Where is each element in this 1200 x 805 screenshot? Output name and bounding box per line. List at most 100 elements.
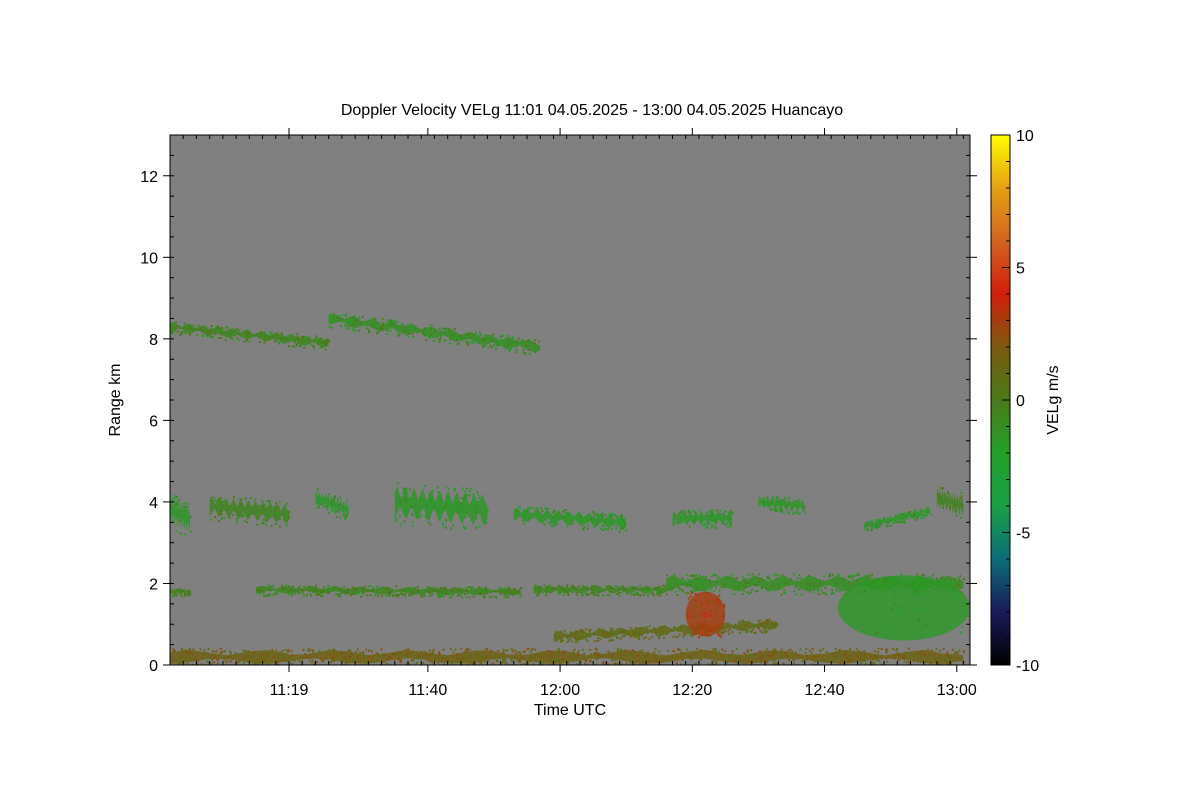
echo-pixel [894,517,897,520]
echo-layer-band-4km-2 [209,495,291,528]
echo-pixel [396,593,399,596]
echo-pixel [688,615,691,618]
echo-pixel [696,588,699,591]
echo-pixel [586,524,589,527]
echo-pixel [906,517,909,520]
echo-pixel [559,641,562,644]
echo-pixel [376,652,379,655]
echo-pixel [397,657,400,660]
echo-pixel [203,327,206,330]
echo-pixel [616,647,619,650]
echo-pixel [423,334,426,337]
echo-pixel [504,588,507,591]
echo-pixel [691,598,694,601]
echo-pixel [305,666,307,668]
echo-pixel [402,490,405,493]
echo-pixel [575,638,577,641]
echo-pixel [799,503,802,506]
echo-pixel [268,653,271,656]
echo-pixel [466,663,469,665]
echo-pixel [902,630,905,633]
echo-pixel [217,654,220,656]
echo-pixel [759,629,762,632]
echo-pixel [601,515,604,518]
echo-pixel [580,636,583,639]
echo-pixel [745,582,747,585]
echo-pixel [877,584,880,587]
echo-pixel [267,594,270,597]
echo-pixel [523,522,526,525]
echo-pixel [586,634,589,636]
echo-pixel [200,663,203,665]
echo-pixel [780,656,783,659]
echo-pixel [279,651,282,654]
echo-pixel [536,590,539,593]
echo-pixel [886,660,889,663]
echo-pixel [763,628,766,631]
echo-pixel [173,594,176,597]
echo-pixel [856,655,859,658]
echo-pixel [233,330,236,333]
echo-pixel [594,647,597,650]
echo-pixel [445,526,448,529]
echo-pixel [439,337,442,340]
echo-pixel [172,648,175,651]
echo-pixel [536,507,539,510]
echo-pixel [444,656,447,659]
echo-pixel [261,507,264,510]
echo-pixel [737,585,740,588]
echo-pixel [861,658,864,661]
echo-pixel [212,657,214,660]
echo-pixel [186,662,189,665]
echo-pixel [817,666,819,668]
echo-pixel [800,593,803,596]
echo-pixel [783,652,786,654]
echo-pixel [491,346,494,349]
echo-pixel [533,654,536,657]
echo-pixel [773,625,776,628]
echo-pixel [409,323,412,326]
echo-pixel [400,523,403,526]
echo-pixel [870,654,872,657]
echo-pixel [615,593,618,595]
echo-pixel [865,523,868,526]
echo-pixel [540,652,543,655]
echo-pixel [432,339,435,342]
echo-pixel [656,657,658,660]
echo-pixel [317,651,320,654]
echo-pixel [404,509,407,512]
echo-pixel [728,511,731,514]
echo-pixel [332,590,335,593]
echo-pixel [732,660,735,663]
echo-pixel [509,347,512,350]
echo-pixel [874,656,877,659]
echo-pixel [545,653,547,656]
echo-pixel [518,506,521,508]
y-tick-label: 2 [149,576,158,593]
echo-pixel [359,321,361,324]
echo-pixel [928,653,931,656]
echo-pixel [316,502,319,505]
echo-pixel [576,519,579,522]
echo-pixel [714,647,717,650]
echo-pixel [876,651,879,654]
echo-pixel [189,530,192,533]
echo-pixel [873,650,876,653]
echo-pixel [569,631,572,634]
echo-pixel [904,521,907,524]
echo-pixel [909,510,912,513]
echo-pixel [923,574,925,577]
echo-pixel [365,320,368,323]
echo-pixel [537,594,540,597]
echo-pixel [292,657,294,660]
echo-pixel [816,587,819,590]
echo-pixel [893,516,896,519]
echo-pixel [394,593,397,596]
echo-pixel [434,654,437,657]
echo-pixel [469,590,472,592]
echo-pixel [473,333,476,336]
echo-pixel [913,515,916,518]
echo-pixel [473,588,475,590]
echo-pixel [930,649,933,652]
echo-pixel [179,519,182,522]
